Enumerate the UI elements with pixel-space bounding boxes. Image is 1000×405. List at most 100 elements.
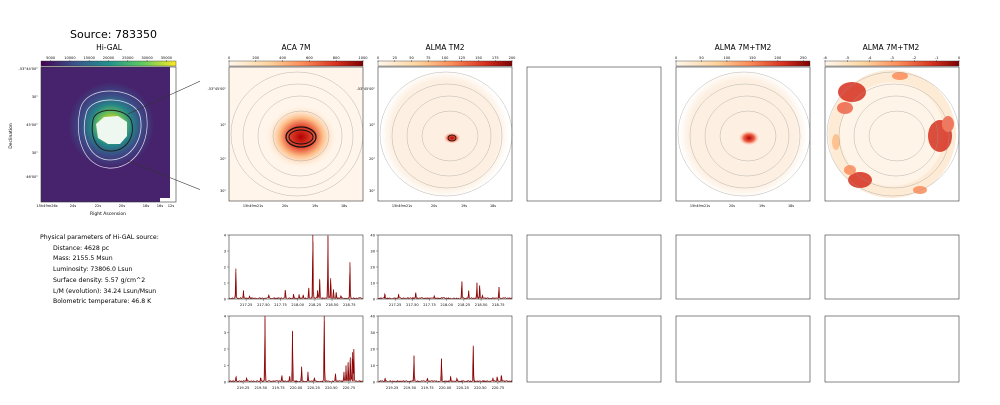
spectrum-ytick-label: 1: [224, 364, 226, 368]
spectra-panels: 0 1 2 3 4 217.25 217.50 217.75 218.00 218.25 218.5…: [224, 233, 960, 390]
colorbar-tick-label: 0: [377, 56, 380, 60]
map-xtick-label: 19s: [312, 204, 318, 208]
higal-xlabel: Right Ascension: [90, 211, 126, 217]
colorbar-tick-label: 100: [442, 56, 450, 60]
colorbar-tick-label: 30000: [141, 56, 153, 60]
spectrum-xtick-label: 217.50: [406, 303, 419, 307]
empty-spectrum-box: [824, 234, 960, 300]
higal-yticks: -53°44'00" 30" 45'00" 30" 46'00": [19, 67, 39, 179]
spectrum-ytick-label: 20: [370, 265, 375, 269]
spectrum-panel-3: 0 1 2 3 4 219.25 219.50 219.75 220.00 220.25 220.5…: [224, 314, 364, 390]
spectrum-xtick-label: 217.25: [240, 303, 253, 307]
spectrum-ytick-label: 40: [370, 233, 375, 237]
panel-aca7m: 0 200 400 600 800 1000 -53°45'00" 10" 20" 30" 15…: [208, 56, 369, 208]
combo-log-colorbar-ticks: -6 -5 -4 -3 -2 -1 0: [823, 56, 961, 62]
spectrum-ytick-label: 30: [370, 331, 375, 335]
colorbar-tick-label: 20000: [103, 56, 115, 60]
map-xtick-label: 18s: [341, 204, 347, 208]
spectrum-frame: [228, 234, 364, 300]
colorbar-tick-label: 400: [279, 56, 287, 60]
spectrum-xtick-label: 217.75: [274, 303, 287, 307]
higal-ytick-label: 45'00": [26, 123, 38, 127]
spectrum-frame: [377, 315, 513, 383]
higal-xticks: 15h49m26s 24s 22s 20s 18s 16s 12s: [36, 204, 174, 208]
higal-contour-outer: [77, 90, 148, 169]
colorbar-tick-label: 25000: [122, 56, 134, 60]
spectrum-ytick-label: 3: [224, 331, 226, 335]
map-xtick-label: 20s: [282, 204, 288, 208]
colorbar-tick-label: -4: [868, 56, 872, 60]
colorbar-tick-label: 150: [475, 56, 483, 60]
map-xtick-label: 15h49m21s: [392, 204, 412, 208]
spectrum-ytick-label: 10: [370, 364, 375, 368]
info-surface-density: Surface density: 5.57 g/cm^2: [53, 276, 146, 284]
tm2-contour-core: [447, 134, 457, 142]
colorbar-tick-label: 0: [675, 56, 678, 60]
colorbar-tick-label: 200: [774, 56, 782, 60]
colorbar-tick-label: 25: [392, 56, 397, 60]
colorbar-tick-label: 5000: [46, 56, 56, 60]
spectrum-xtick-label: 219.25: [237, 386, 250, 390]
spectrum-xtick-label: 218.00: [291, 303, 304, 307]
colorbar-tick-label: 10000: [64, 56, 76, 60]
map-ytick-label: 10": [220, 123, 226, 127]
colorbar-tick-label: 600: [306, 56, 314, 60]
colorbar-tick-label: 75: [426, 56, 431, 60]
aca7m-xticks: 15h49m21s 20s 19s 18s: [243, 204, 347, 208]
colorbar-tick-label: 50: [699, 56, 704, 60]
empty-map-panel: [526, 66, 662, 202]
panel-title-combo-linear: ALMA 7M+TM2: [714, 43, 772, 52]
map-ytick-label: -53°45'00": [357, 87, 376, 91]
spectrum-xtick-label: 218.50: [326, 303, 339, 307]
spectrum-xtick-label: 220.75: [492, 386, 505, 390]
colorbar-tick-label: -3: [890, 56, 894, 60]
spectrum-xtick-label: 220.00: [290, 386, 303, 390]
physical-parameters: Physical parameters of Hi-GAL source: Di…: [40, 233, 159, 308]
panel-title-aca7m: ACA 7M: [281, 43, 311, 52]
map-xtick-label: 18s: [788, 204, 794, 208]
colorbar-tick-label: 200: [252, 56, 260, 60]
tm2-xticks: 15h49m21s 20s 19s 18s: [392, 204, 496, 208]
map-xtick-label: 18s: [490, 204, 496, 208]
info-lm-ratio: L/M (evolution): 34.24 Lsun/Msun: [53, 287, 157, 295]
tm2-yticks: -53°45'00" 10" 20" 30": [357, 87, 376, 193]
higal-ytick-label: 30": [32, 95, 39, 99]
higal-xtick-label: 20s: [119, 204, 126, 208]
zoom-line-top: [127, 80, 200, 115]
colorbar-tick-label: 800: [333, 56, 341, 60]
empty-spectrum-box: [675, 315, 811, 383]
panel-combo-log: -6 -5 -4 -3 -2 -1 0: [823, 56, 961, 202]
colorbar-tick-label: -6: [823, 56, 827, 60]
map-ytick-label: 30": [369, 189, 375, 193]
colorbar-tick-label: 15000: [83, 56, 95, 60]
tm2-colorbar-ticks: 0 25 50 75 100 125 150 175 200: [377, 56, 516, 62]
aca7m-colorbar: [228, 60, 364, 67]
spectrum-xtick-label: 218.75: [343, 303, 356, 307]
higal-blank-edge: [160, 67, 176, 202]
spectrum-xtick-label: 220.25: [456, 386, 469, 390]
spectrum-frame: [377, 234, 513, 300]
spectrum-xtick-label: 218.25: [458, 303, 471, 307]
panel-combo-linear: 0 50 100 150 200 250 15h49m21s 20s 19s 18s: [675, 56, 811, 208]
higal-contour-mid: [83, 99, 142, 161]
spectrum-xtick-label: 218.75: [492, 303, 505, 307]
combo-linear-source: [738, 130, 760, 146]
spectrum-xtick-label: 219.50: [403, 386, 416, 390]
spectrum-xtick-label: 220.50: [325, 386, 338, 390]
higal-panel: 5000 10000 15000 20000 25000 30000 35000 -53°4…: [8, 56, 200, 217]
colorbar-tick-label: 1000: [358, 56, 368, 60]
map-xtick-label: 19s: [461, 204, 467, 208]
spectrum-xtick-label: 217.75: [423, 303, 436, 307]
higal-ytick-label: 46'00": [26, 175, 38, 179]
colorbar-tick-label: 150: [749, 56, 757, 60]
higal-ytick-label: 30": [32, 151, 39, 155]
spectrum-line: [228, 235, 364, 300]
panel-title-combo-log: ALMA 7M+TM2: [862, 43, 920, 52]
info-bolometric-temperature: Bolometric temperature: 46.8 K: [53, 298, 152, 306]
map-ytick-label: 20": [369, 157, 375, 161]
spectrum-xtick-label: 220.50: [474, 386, 487, 390]
higal-ylabel: Declination: [8, 123, 14, 149]
spectrum-xtick-label: 218.25: [309, 303, 322, 307]
higal-colorbar-ticks: 5000 10000 15000 20000 25000 30000 35000: [46, 56, 173, 62]
tm2-source: [443, 132, 461, 144]
